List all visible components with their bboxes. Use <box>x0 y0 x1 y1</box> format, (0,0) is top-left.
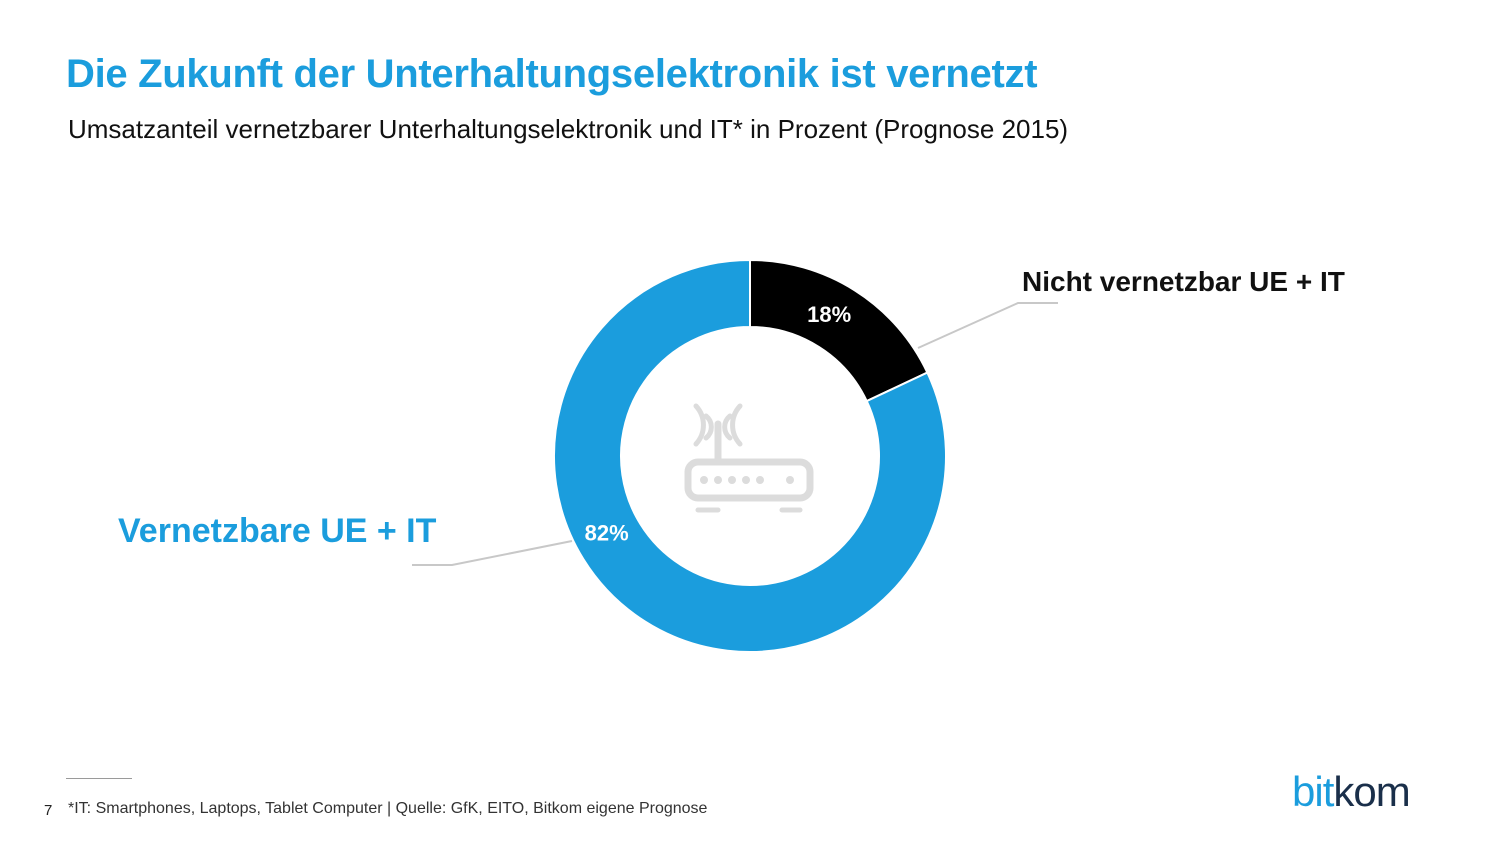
footer-divider <box>66 778 132 779</box>
value-label-1: 18% <box>807 302 851 327</box>
logo-part-bit: bit <box>1292 768 1334 815</box>
value-label-2: 82% <box>585 520 629 545</box>
bitkom-logo: bitkom <box>1292 768 1411 816</box>
logo-part-kom: kom <box>1333 768 1410 815</box>
page-number: 7 <box>44 802 53 819</box>
category-label-1: Nicht vernetzbar UE + IT <box>1022 266 1345 297</box>
donut-slices <box>553 258 947 653</box>
page-subtitle: Umsatzanteil vernetzbarer Unterhaltungse… <box>68 114 1069 144</box>
leader-line-1 <box>917 302 1058 349</box>
category-labels: Nicht vernetzbar UE + IT Vernetzbare UE +… <box>118 266 1345 550</box>
page-title: Die Zukunft der Unterhaltungselektronik … <box>66 52 1038 96</box>
donut-slice-1 <box>749 258 929 403</box>
value-labels: 18% 82% <box>585 302 852 545</box>
donut-slice-2 <box>553 258 947 653</box>
footnote: *IT: Smartphones, Laptops, Tablet Comput… <box>68 800 708 817</box>
leader-lines <box>412 302 1058 566</box>
wifi-router-icon <box>684 403 814 513</box>
category-label-2: Vernetzbare UE + IT <box>118 512 437 550</box>
leader-line-2 <box>412 540 573 566</box>
